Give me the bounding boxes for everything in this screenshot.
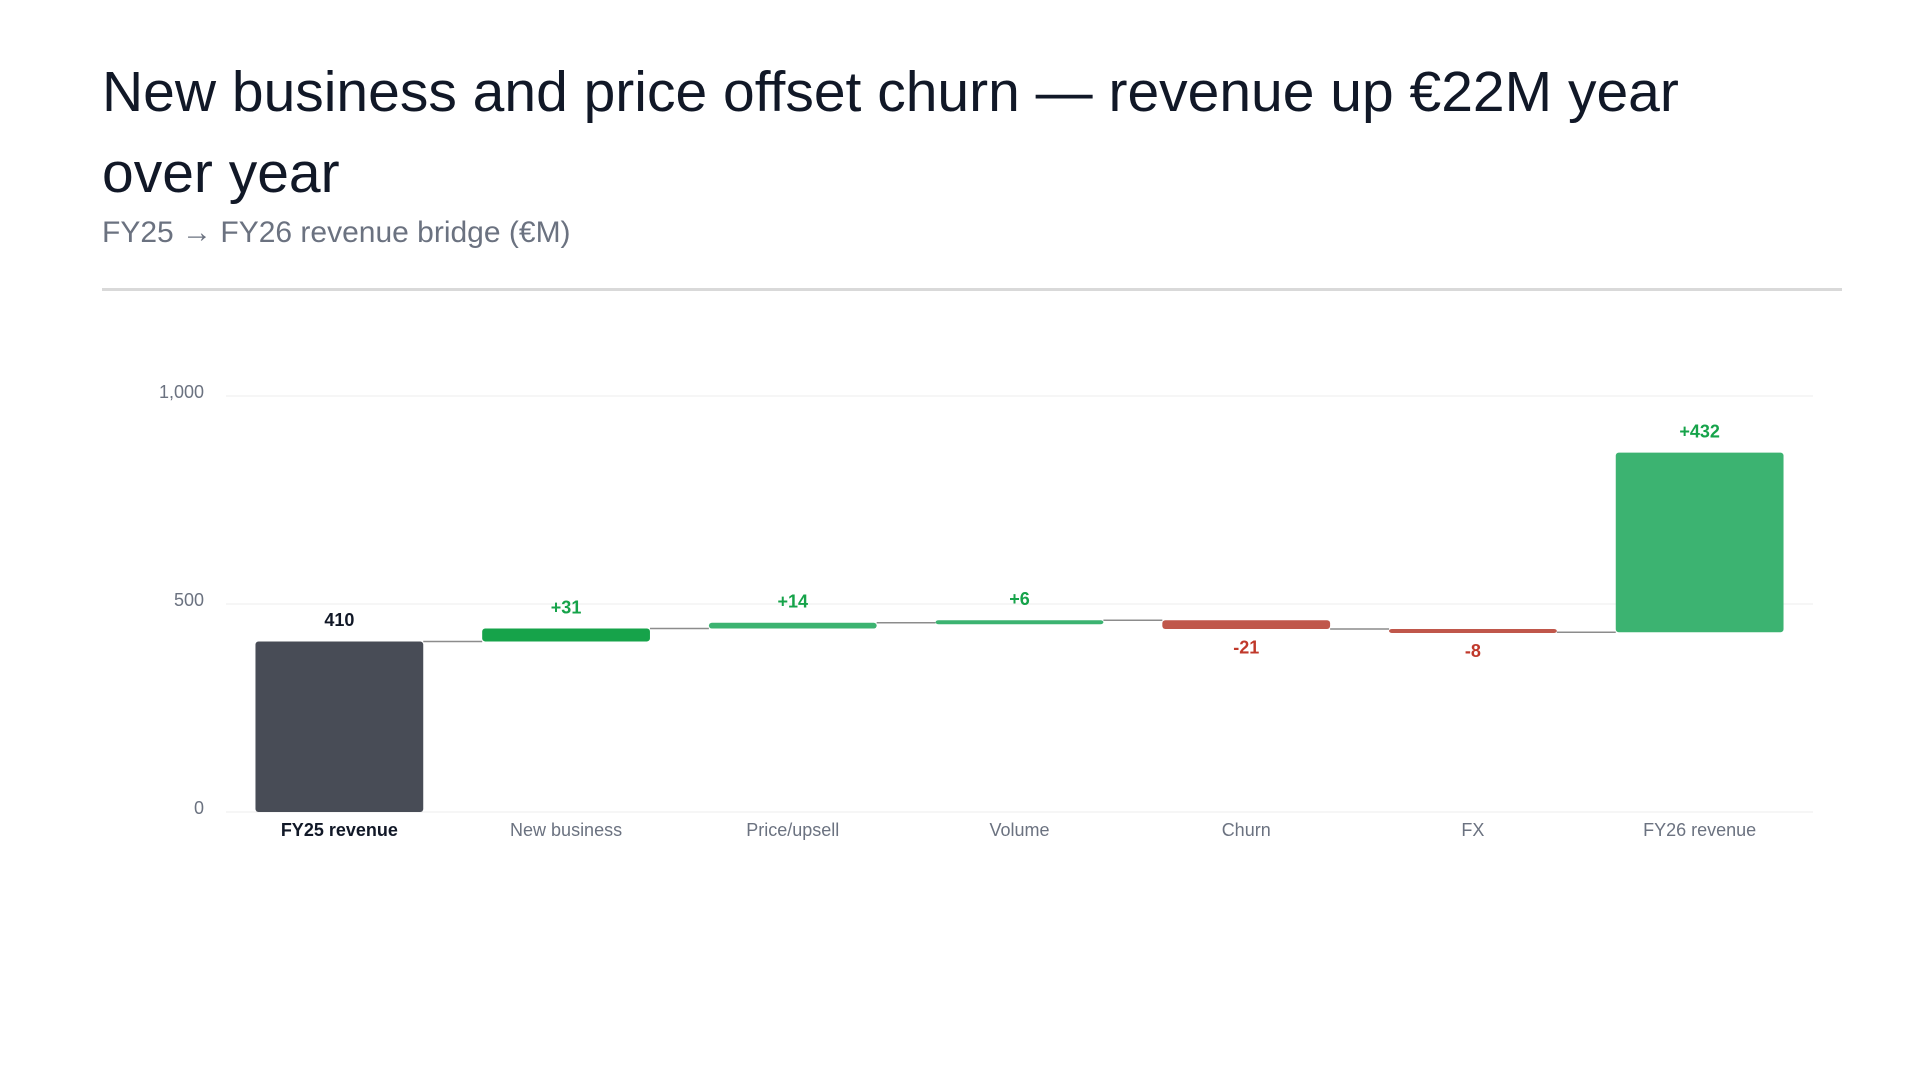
x-tick-label: FY25 revenue <box>281 820 398 840</box>
divider <box>102 288 1842 291</box>
bar <box>1615 452 1784 633</box>
x-tick-label: Price/upsell <box>746 820 839 840</box>
bar <box>482 628 650 642</box>
y-tick-label: 1,000 <box>159 382 204 402</box>
value-label: 410 <box>324 610 354 630</box>
x-tick-label: New business <box>510 820 622 840</box>
y-tick-label: 500 <box>174 590 204 610</box>
value-label: -8 <box>1465 641 1481 661</box>
value-label: -21 <box>1233 638 1259 658</box>
bar <box>708 622 877 629</box>
value-label: +31 <box>551 597 582 617</box>
bar <box>935 620 1104 625</box>
chart-subtitle: FY25 → FY26 revenue bridge (€M) <box>102 216 571 249</box>
value-label: +432 <box>1679 421 1720 441</box>
bar <box>1389 628 1557 633</box>
bar <box>1162 620 1331 629</box>
value-label: +14 <box>778 591 809 611</box>
value-label: +6 <box>1009 589 1030 609</box>
bar <box>255 641 424 812</box>
x-tick-label: Volume <box>989 820 1049 840</box>
y-tick-label: 0 <box>194 798 204 818</box>
x-tick-label: Churn <box>1222 820 1271 840</box>
x-tick-label: FX <box>1461 820 1484 840</box>
x-tick-label: FY26 revenue <box>1643 820 1756 840</box>
chart-title: New business and price offset churn — re… <box>102 60 1679 205</box>
